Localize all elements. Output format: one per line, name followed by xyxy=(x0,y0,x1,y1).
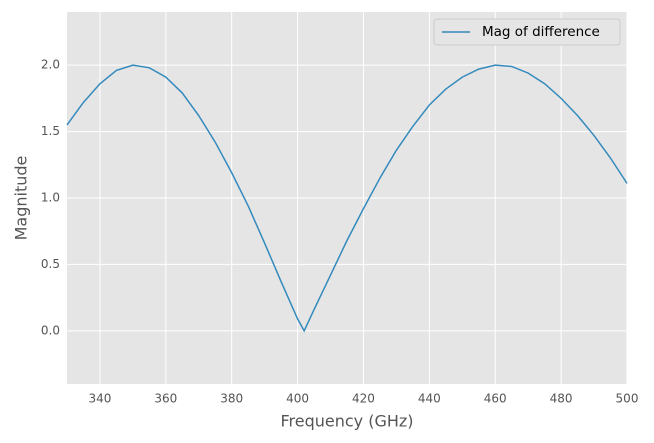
y-tick-label: 0.5 xyxy=(41,257,60,271)
x-axis-label: Frequency (GHz) xyxy=(280,412,413,431)
x-tick-label: 380 xyxy=(220,392,243,406)
y-tick-label: 1.5 xyxy=(41,124,60,138)
x-tick-label: 440 xyxy=(418,392,441,406)
legend-box xyxy=(433,18,621,46)
x-tick-label: 460 xyxy=(484,392,507,406)
y-tick-label: 1.0 xyxy=(41,191,60,205)
x-tick-label: 340 xyxy=(88,392,111,406)
x-tick-label: 400 xyxy=(286,392,309,406)
legend-label: Mag of difference xyxy=(482,24,600,40)
data-line xyxy=(66,64,628,333)
y-tick-label: 0.0 xyxy=(41,323,60,337)
y-axis-label: Magnitude xyxy=(12,156,31,241)
x-tick-label: 480 xyxy=(550,392,573,406)
x-tick-label: 360 xyxy=(154,392,177,406)
x-tick-label: 500 xyxy=(616,392,639,406)
x-tick-label: 420 xyxy=(352,392,375,406)
y-tick-label: 2.0 xyxy=(41,58,60,72)
